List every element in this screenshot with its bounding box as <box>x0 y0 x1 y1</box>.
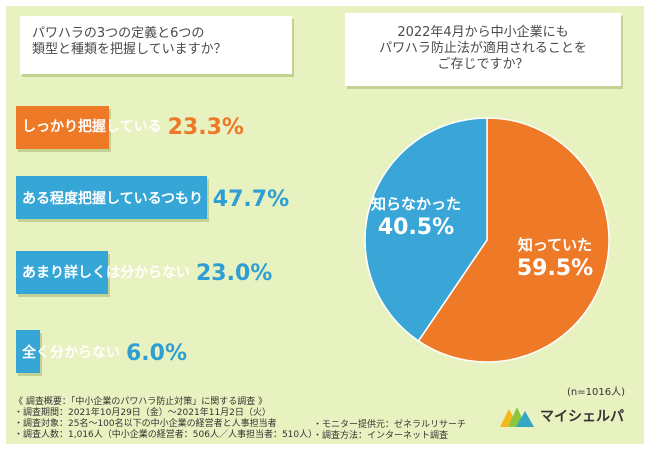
bar-4 <box>16 330 40 373</box>
pie-label-unknown-value: 40.5% <box>377 215 455 240</box>
sample-size-note: (n=1016人) <box>567 387 625 398</box>
pie-chart-title-line: 2022年4月から中小企業にも <box>397 25 569 40</box>
bar-1-value: 23.3% <box>167 115 244 140</box>
survey-note-line: ・調査人数：1,016人（中小企業の経営者：506人／人事担当者：510人） <box>14 430 318 440</box>
survey-note-line: 《 調査概要：「中小企業のパワハラ防止対策」に関する調査 》 <box>14 397 268 407</box>
survey-note-line: ・調査対象：25名〜100名以下の中小企業の経営者と人事担当者 <box>14 419 277 429</box>
bar-chart-question: パワハラの3つの定義と6つの 類型と種類を把握していますか？ <box>20 16 292 74</box>
bar-1 <box>16 106 110 149</box>
pie-label-known-name: 知っていた <box>517 236 593 254</box>
bar-2 <box>16 176 207 219</box>
bar-3-label: あまり詳しくは分からない <box>22 265 190 281</box>
pie-label-known-value: 59.5% <box>516 256 594 281</box>
bar-4-label: 全く分からない <box>22 345 120 361</box>
bar-2-value: 47.7% <box>212 187 290 212</box>
bar-2-label: ある程度把握しているつもり <box>22 191 204 207</box>
bar-4-value: 6.0% <box>126 341 188 366</box>
pie-label-unknown: 知らなかった 40.5% <box>356 195 476 241</box>
logo-text: マイシェルパ <box>540 409 624 425</box>
pie-slice-known <box>417 117 610 363</box>
bar-chart-title-line: 類型と種類を把握していますか？ <box>32 42 227 57</box>
pie-chart-title-line: パワハラ防止法が適用されることを <box>379 41 587 56</box>
bar-3-value: 23.0% <box>196 261 273 286</box>
pie-chart-title-line: ご存じですか？ <box>437 57 529 72</box>
pie-label-unknown-name: 知らなかった <box>370 195 461 213</box>
pie-label-known: 知っていた 59.5% <box>495 236 615 282</box>
bar-1-label: しっかり把握している <box>22 119 162 135</box>
survey-note-line: ・調査方法：インターネット調査 <box>313 431 449 441</box>
pie-slice-unknown <box>364 117 488 342</box>
survey-notes-right: ・モニター提供元：ゼネラルリサーチ ・調査方法：インターネット調査 <box>313 420 466 442</box>
bar-3 <box>16 251 108 294</box>
survey-note-line: ・調査期間：2021年10月29日（金）〜2021年11月2日（火） <box>14 408 271 418</box>
survey-notes-left: 《 調査概要：「中小企業のパワハラ防止対策」に関する調査 》 ・調査期間：202… <box>14 397 317 441</box>
pie-chart-question: 2022年4月から中小企業にも パワハラ防止法が適用されることを ご存じですか？ <box>345 13 621 86</box>
survey-note-line: ・モニター提供元：ゼネラルリサーチ <box>313 420 467 430</box>
bar-chart-title-line: パワハラの3つの定義と6つの <box>32 26 205 41</box>
brand-logo: マイシェルパ <box>500 405 624 427</box>
mountain-logo-icon <box>500 407 534 427</box>
